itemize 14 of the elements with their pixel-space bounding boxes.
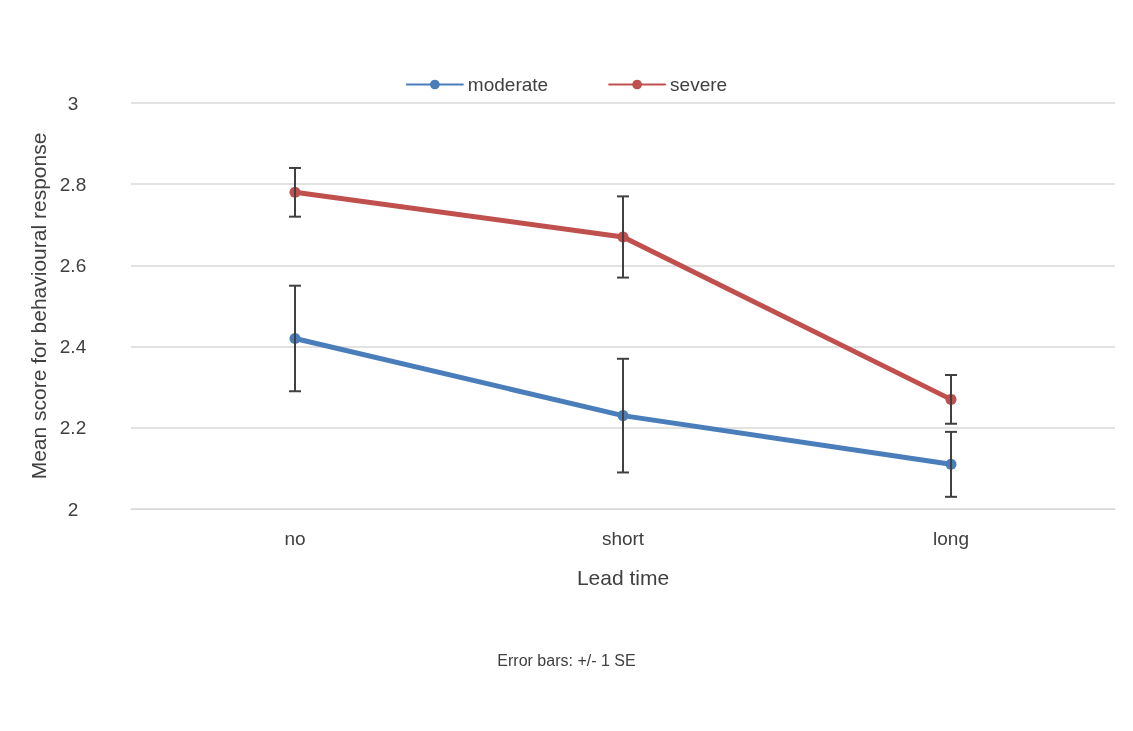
y-tick-label: 2 <box>67 498 79 520</box>
y-tick-label: 3 <box>67 92 79 114</box>
x-axis-title: Lead time <box>576 566 670 589</box>
y-tick-label: 2.4 <box>59 336 87 358</box>
x-tick-label: long <box>933 528 969 549</box>
legend-label: severe <box>670 74 728 95</box>
y-axis-title: Mean score for behavioural response <box>26 132 50 480</box>
legend-label: moderate <box>467 74 549 95</box>
y-tick-label: 2.8 <box>59 173 87 195</box>
x-tick-label: no <box>284 528 306 549</box>
y-tick-label: 2.6 <box>59 254 87 276</box>
y-tick-label: 2.2 <box>59 417 87 439</box>
text: Error bars: +/- 1 SE <box>497 651 636 669</box>
x-tick-label: short <box>601 528 645 549</box>
